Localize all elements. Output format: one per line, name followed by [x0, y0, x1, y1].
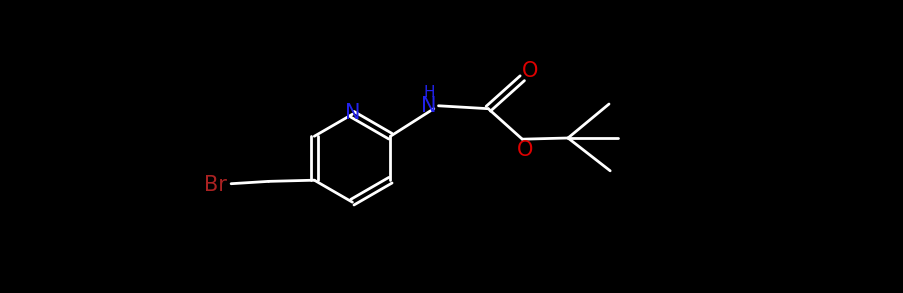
Text: Br: Br — [204, 175, 227, 195]
Text: N: N — [421, 96, 436, 116]
Text: O: O — [516, 140, 532, 160]
Text: H: H — [423, 85, 434, 100]
Text: O: O — [521, 61, 537, 81]
Text: N: N — [344, 103, 359, 123]
